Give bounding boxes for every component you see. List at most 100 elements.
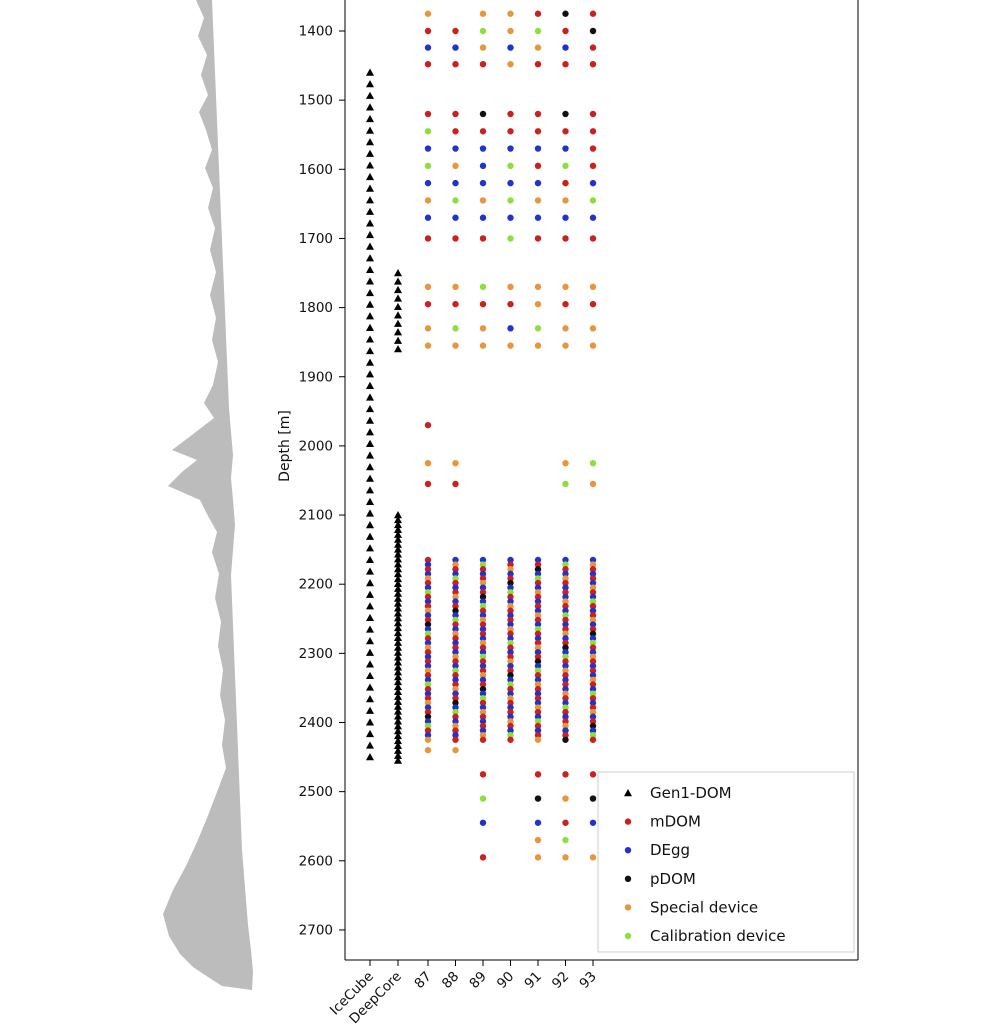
gen1-dom-marker (394, 302, 402, 311)
special-marker (479, 731, 487, 739)
gen1-dom-marker (394, 648, 402, 656)
degg-marker (424, 598, 432, 605)
y-tick-label: 2300 (299, 646, 333, 662)
gen1-dom-marker (394, 535, 402, 543)
degg-marker (507, 690, 514, 697)
mdom-marker (424, 235, 432, 242)
cal-marker (507, 589, 514, 596)
degg-marker (452, 676, 459, 684)
special-marker (479, 342, 487, 349)
degg-marker (452, 639, 459, 647)
x-tick-label: 92 (549, 969, 572, 992)
gen1-dom-marker (394, 599, 402, 607)
degg-marker (452, 704, 459, 711)
mdom-marker (624, 818, 632, 825)
special-marker (534, 854, 542, 861)
pdom-marker (624, 875, 632, 882)
gen1-dom-marker (394, 560, 402, 568)
mdom-marker (479, 681, 487, 688)
special-marker (562, 575, 569, 582)
mdom-marker (452, 644, 459, 651)
mdom-marker (534, 771, 542, 778)
degg-marker (479, 625, 487, 633)
gen1-dom-marker (366, 648, 374, 656)
special-marker (452, 685, 459, 693)
degg-marker (507, 145, 514, 152)
degg-marker (562, 584, 569, 591)
gen1-dom-marker (394, 604, 402, 612)
gen1-dom-marker (366, 103, 374, 111)
gen1-dom-marker (366, 695, 374, 703)
degg-marker (562, 713, 569, 720)
mdom-marker (479, 713, 487, 720)
special-marker (562, 325, 569, 332)
mdom-marker (589, 110, 597, 118)
special-marker (562, 283, 569, 291)
legend-label: pDOM (650, 870, 696, 888)
cal-marker (424, 630, 432, 637)
mdom-marker (452, 621, 459, 628)
special-marker (452, 162, 459, 170)
degg-marker (534, 556, 542, 564)
mdom-marker (507, 110, 514, 118)
mdom-marker (424, 480, 432, 488)
gen1-dom-marker (394, 555, 402, 563)
cal-marker (479, 695, 487, 702)
pdom-marker (589, 722, 597, 730)
degg-marker (479, 718, 487, 725)
mdom-marker (424, 648, 432, 656)
mdom-marker (534, 10, 542, 17)
mdom-marker (452, 128, 459, 135)
gen1-dom-marker (394, 727, 402, 735)
special-marker (562, 690, 569, 697)
mdom-marker (534, 722, 542, 730)
special-marker (479, 325, 487, 332)
mdom-marker (589, 589, 597, 596)
y-tick-label: 2700 (299, 922, 333, 938)
mdom-marker (452, 60, 459, 68)
gen1-dom-marker (366, 335, 374, 343)
mdom-marker (507, 736, 514, 743)
gen1-dom-marker (366, 579, 374, 587)
special-marker (534, 644, 542, 651)
mdom-marker (452, 566, 459, 573)
y-tick-label: 1900 (299, 369, 333, 385)
mdom-marker (479, 621, 487, 628)
special-marker (562, 197, 569, 204)
mdom-marker (562, 771, 569, 778)
special-marker (507, 695, 514, 702)
mdom-marker (534, 593, 542, 601)
gen1-dom-marker (394, 540, 402, 548)
special-marker (589, 616, 597, 624)
degg-marker (589, 179, 597, 187)
mdom-marker (452, 635, 459, 642)
cal-marker (534, 625, 542, 633)
special-marker (534, 681, 542, 688)
mdom-marker (562, 566, 569, 573)
gen1-dom-marker (394, 736, 402, 745)
pdom-marker (507, 579, 514, 587)
gen1-dom-marker (394, 269, 402, 277)
degg-marker (452, 718, 459, 725)
gen1-dom-marker (366, 474, 374, 482)
degg-marker (452, 179, 459, 187)
degg-marker (534, 570, 542, 578)
gen1-dom-marker (394, 328, 402, 336)
degg-marker (424, 704, 432, 711)
gen1-dom-marker (366, 404, 374, 413)
special-marker (534, 589, 542, 596)
degg-marker (562, 556, 569, 564)
degg-marker (562, 621, 569, 628)
mdom-marker (534, 128, 542, 135)
gen1-dom-marker (366, 138, 374, 146)
cal-marker (589, 197, 597, 204)
special-marker (479, 579, 487, 587)
degg-marker (424, 676, 432, 684)
pdom-marker (589, 630, 597, 637)
pdom-marker (562, 110, 569, 118)
degg-marker (452, 648, 459, 656)
cal-marker (479, 653, 487, 661)
gen1-dom-marker (394, 668, 402, 676)
gen1-dom-marker (394, 677, 402, 686)
